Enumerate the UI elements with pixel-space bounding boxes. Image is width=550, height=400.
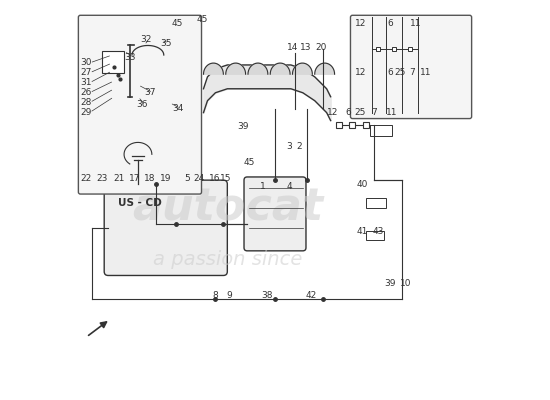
Text: 37: 37 (144, 88, 156, 97)
Text: 45: 45 (172, 19, 183, 28)
Text: 29: 29 (81, 108, 92, 117)
Text: 28: 28 (81, 98, 92, 107)
Polygon shape (293, 63, 312, 74)
Text: 34: 34 (172, 104, 183, 113)
Polygon shape (204, 63, 223, 74)
Text: 8: 8 (212, 291, 218, 300)
Text: 39: 39 (238, 122, 249, 131)
Text: 19: 19 (160, 174, 172, 183)
Text: 7: 7 (409, 68, 415, 77)
Text: 3: 3 (286, 142, 292, 151)
Text: 45: 45 (244, 158, 255, 167)
Text: 12: 12 (355, 19, 366, 28)
Polygon shape (248, 63, 268, 74)
Text: 23: 23 (96, 174, 108, 183)
Text: 12: 12 (327, 108, 338, 117)
Text: 5: 5 (184, 174, 190, 183)
Text: 15: 15 (219, 174, 231, 183)
Text: 12: 12 (355, 68, 366, 77)
Text: 26: 26 (81, 88, 92, 97)
Text: 1: 1 (260, 182, 266, 190)
Text: 35: 35 (160, 38, 172, 48)
Text: 13: 13 (300, 42, 312, 52)
Bar (366, 231, 384, 240)
Polygon shape (315, 63, 334, 74)
Text: autocat: autocat (132, 186, 323, 230)
FancyBboxPatch shape (244, 177, 306, 251)
Text: 11: 11 (410, 19, 422, 28)
Text: 25: 25 (394, 68, 406, 77)
Text: 10: 10 (400, 279, 412, 288)
Text: 14: 14 (287, 42, 299, 52)
Text: 39: 39 (384, 279, 396, 288)
FancyBboxPatch shape (79, 15, 201, 194)
Text: 22: 22 (81, 174, 92, 183)
Text: 31: 31 (80, 78, 92, 87)
Text: 6: 6 (387, 19, 393, 28)
Text: 20: 20 (315, 42, 326, 52)
Text: 27: 27 (81, 68, 92, 77)
Text: a passion since: a passion since (153, 250, 302, 269)
FancyBboxPatch shape (104, 180, 227, 276)
Text: 6: 6 (387, 68, 393, 77)
FancyBboxPatch shape (350, 15, 472, 118)
Text: 33: 33 (124, 52, 136, 62)
Text: 11: 11 (420, 68, 432, 77)
Text: 11: 11 (387, 108, 398, 117)
Text: 25: 25 (355, 108, 366, 117)
Polygon shape (226, 63, 246, 74)
Text: 24: 24 (193, 174, 205, 183)
Text: 6: 6 (345, 108, 351, 117)
Text: 36: 36 (136, 100, 148, 109)
Text: 7: 7 (371, 108, 377, 117)
Text: 18: 18 (144, 174, 156, 183)
Text: 2: 2 (296, 142, 301, 151)
Bar (366, 198, 386, 208)
Text: US - CD: US - CD (118, 198, 162, 208)
Text: 38: 38 (261, 291, 273, 300)
Text: 17: 17 (129, 174, 141, 183)
Text: 30: 30 (80, 58, 92, 68)
Text: 41: 41 (357, 227, 368, 236)
Text: 43: 43 (372, 227, 384, 236)
Polygon shape (270, 63, 290, 74)
Text: 4: 4 (286, 182, 292, 190)
Bar (102, 51, 124, 73)
Bar (370, 124, 392, 136)
Text: 21: 21 (114, 174, 125, 183)
Text: 16: 16 (209, 174, 221, 183)
Text: 42: 42 (305, 291, 316, 300)
Text: 32: 32 (140, 35, 152, 44)
Text: 9: 9 (227, 291, 232, 300)
Text: 45: 45 (197, 15, 208, 24)
Text: 40: 40 (357, 180, 368, 189)
